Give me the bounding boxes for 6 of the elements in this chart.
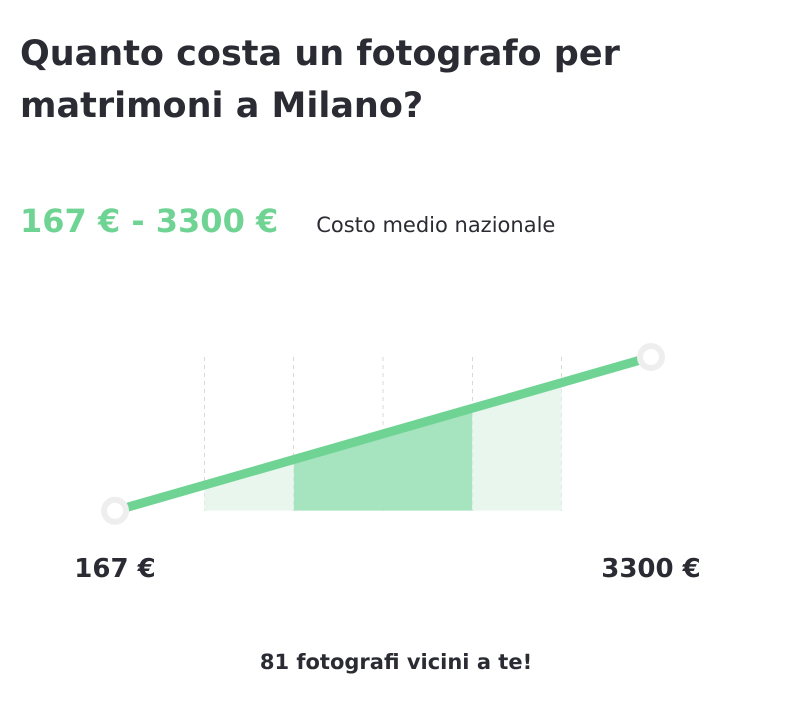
x-tick-label: 167 € [74, 554, 156, 584]
text: 81 fotografi vicini a te! [258, 650, 534, 674]
chart-title: Quanto costa un fotografo per matrimoni a Milano? [19, 33, 621, 128]
chart-subtitle: 167 € - 3300 € [20, 202, 278, 240]
text: Costo medio nazionale [316, 213, 556, 237]
x-tick-label: 3300 € [601, 554, 701, 584]
